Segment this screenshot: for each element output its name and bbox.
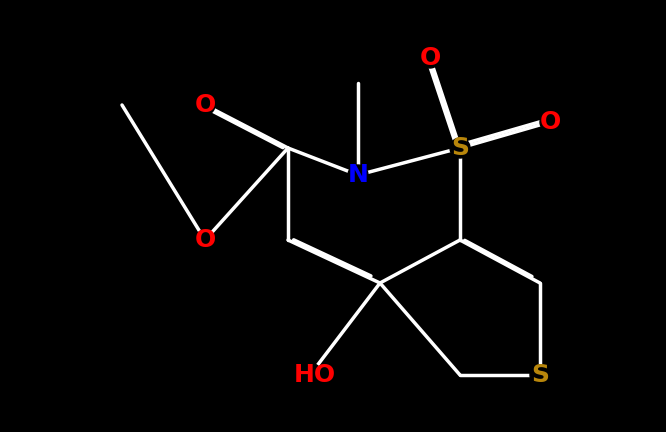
Text: S: S (531, 363, 549, 387)
Text: O: O (194, 228, 216, 252)
Circle shape (195, 230, 215, 250)
Text: O: O (194, 93, 216, 117)
Text: N: N (348, 163, 368, 187)
Circle shape (540, 112, 560, 132)
Circle shape (450, 138, 470, 158)
Circle shape (420, 48, 440, 68)
Circle shape (348, 165, 368, 185)
Text: S: S (451, 136, 469, 160)
Circle shape (298, 363, 322, 387)
Circle shape (530, 365, 550, 385)
Text: O: O (539, 110, 561, 134)
Circle shape (195, 95, 215, 115)
Text: O: O (420, 46, 441, 70)
Text: HO: HO (294, 363, 336, 387)
